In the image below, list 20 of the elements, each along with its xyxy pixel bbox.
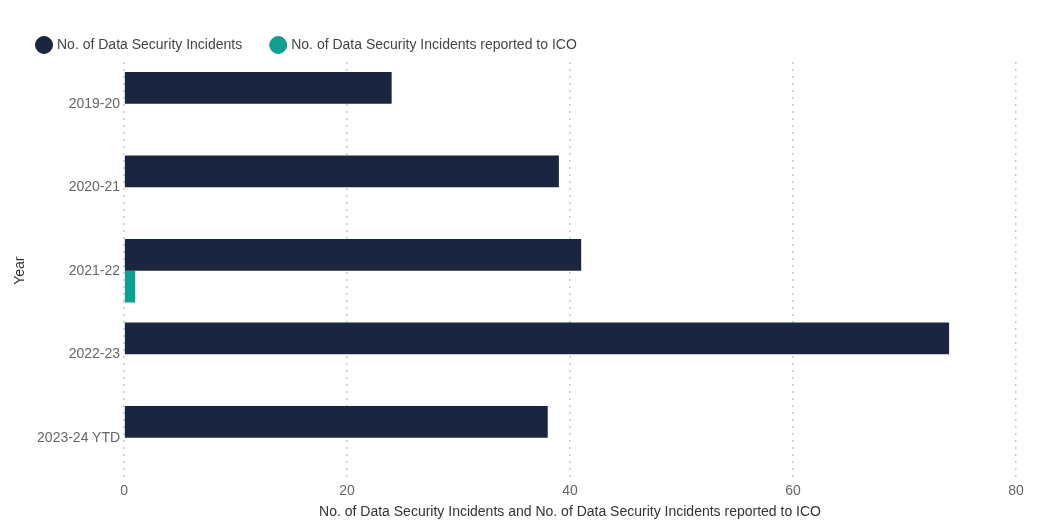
y-tick-label: 2023-24 YTD [37,428,121,445]
x-tick-label: 80 [1008,481,1024,498]
bar [124,238,582,271]
legend-label: No. of Data Security Incidents [57,35,243,52]
bar [124,72,392,104]
x-tick-label: 20 [339,481,356,498]
x-tick-label: 0 [120,481,129,498]
bar [124,270,136,303]
y-tick-label: 2022-23 [68,345,121,362]
bar [124,322,950,355]
legend-label: No. of Data Security Incidents reported to ICO [291,35,577,52]
y-tick-label: 2019-20 [68,94,121,111]
y-tick-label: 2020-21 [68,178,121,195]
x-axis-title: No. of Data Security Incidents and No. of Data Security Incidents reported to ICO [319,503,822,520]
bar [124,155,559,188]
x-tick-label: 60 [785,481,802,498]
bar [124,405,548,438]
x-tick-label: 40 [562,481,579,498]
y-tick-label: 2021-22 [68,261,121,278]
y-axis-title: Year [11,256,28,285]
